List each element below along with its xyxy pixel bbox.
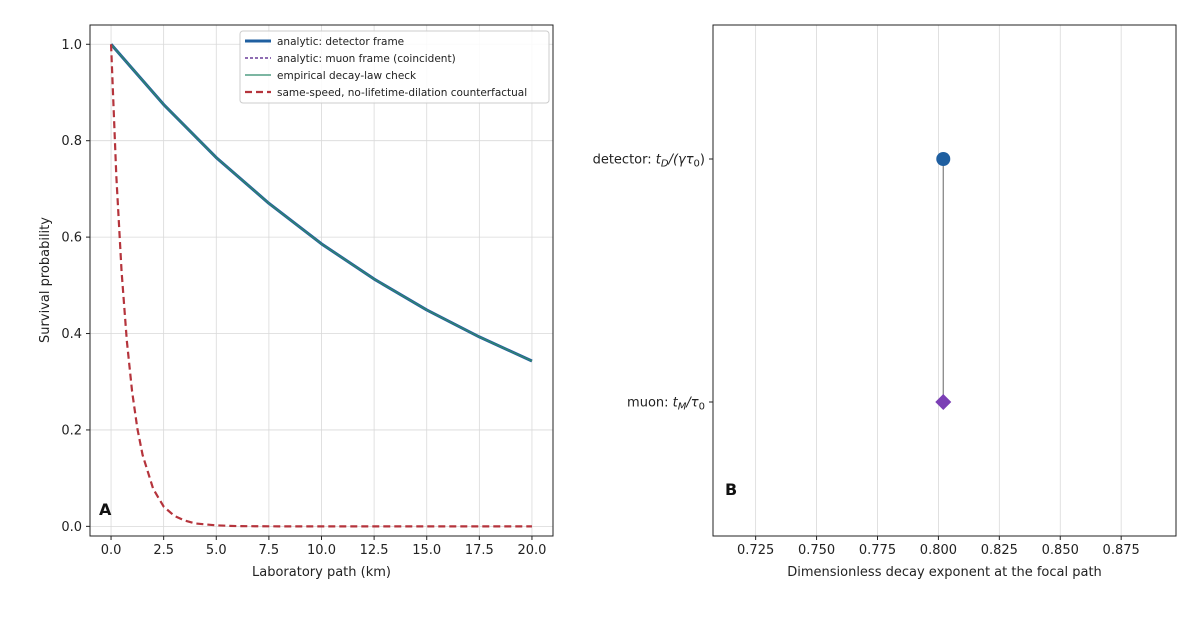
panel-b-xtick-label: 0.775 [859, 543, 896, 558]
panel-b-xtick-label: 0.875 [1103, 543, 1140, 558]
panel-a-legend: analytic: detector frame analytic: muon f… [239, 30, 550, 104]
panel-a-legend-label-2: empirical decay-law check [277, 70, 417, 82]
panel-b: 0.725 0.750 0.775 0.800 0.825 0.850 0.875 detec… [593, 24, 1177, 580]
panel-a-ytick-label: 0.4 [61, 327, 82, 342]
panel-a-legend-box [239, 30, 550, 104]
panel-a-xtick-label: 7.5 [259, 543, 280, 558]
panel-b-xtick-label: 0.750 [798, 543, 835, 558]
panel-a-ytick-label: 1.0 [61, 38, 82, 53]
panel-a-xtick-label: 0.0 [101, 543, 122, 558]
panel-a-ticks: 0.0 2.5 5.0 7.5 10.0 12.5 15.0 17.5 20.0 0.0 0.2 0.… [61, 38, 546, 558]
panel-a-xtick-label: 5.0 [206, 543, 227, 558]
panel-b-category-label-1: muon: tM/τ0 [627, 396, 705, 413]
panel-b-point-detector [936, 152, 951, 166]
panel-a-series-line-3 [109, 44, 532, 528]
panel-b-xtick-label: 0.850 [1042, 543, 1079, 558]
panel-a-ytick-label: 0.2 [61, 423, 82, 438]
panel-a-legend-label-0: analytic: detector frame [277, 36, 404, 48]
panel-a-ytick-label: 0.0 [61, 520, 82, 535]
panel-b-xtick-label: 0.825 [981, 543, 1018, 558]
panel-a-xtick-label: 20.0 [517, 543, 546, 558]
panel-a-ylabel: Survival probability [38, 217, 53, 343]
panel-b-frame [712, 24, 1177, 537]
panel-b-category-label-0: detector: tD/(γτ0) [593, 153, 705, 170]
panel-a-legend-label-3: same-speed, no-lifetime-dilation counter… [277, 87, 527, 99]
panel-a-ytick-label: 0.6 [61, 231, 82, 246]
panel-a-xtick-label: 2.5 [153, 543, 174, 558]
panel-b-xtick-label: 0.800 [920, 543, 957, 558]
panel-b-xtick-label: 0.725 [737, 543, 774, 558]
panel-a-xtick-label: 17.5 [465, 543, 494, 558]
panel-a-label: A [99, 500, 112, 519]
panel-b-ticks: 0.725 0.750 0.775 0.800 0.825 0.850 0.875 detec… [593, 153, 1140, 559]
panel-b-point-muon [935, 394, 952, 410]
panel-a-xlabel: Laboratory path (km) [252, 565, 391, 580]
panel-a-series-line-2 [110, 43, 533, 362]
panel-b-grid [755, 25, 1122, 536]
panel-b-marks [935, 152, 952, 410]
panel-a-legend-label-1: analytic: muon frame (coincident) [277, 53, 456, 65]
panel-a-ytick-label: 0.8 [61, 134, 82, 149]
panel-a: 0.0 2.5 5.0 7.5 10.0 12.5 15.0 17.5 20.0 0.0 0.2 0.… [38, 24, 554, 580]
panel-a-series [109, 43, 533, 528]
panel-a-xtick-label: 15.0 [412, 543, 441, 558]
panel-a-xtick-label: 12.5 [360, 543, 389, 558]
panel-b-xlabel: Dimensionless decay exponent at the foca… [787, 565, 1102, 580]
panel-b-label: B [725, 480, 737, 499]
panel-a-xtick-label: 10.0 [307, 543, 336, 558]
